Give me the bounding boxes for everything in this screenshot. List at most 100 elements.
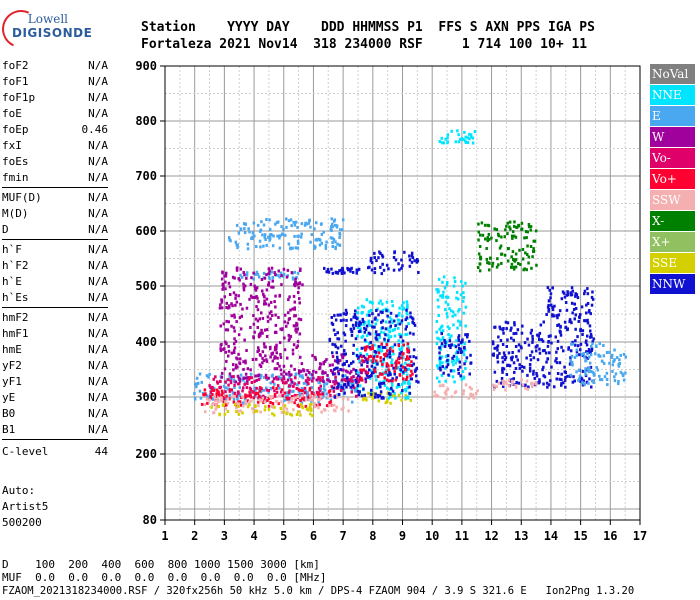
data-point-nnw xyxy=(543,375,547,379)
param-name: h`Es xyxy=(2,291,29,304)
data-point-nne xyxy=(376,318,379,322)
data-point-vo xyxy=(308,388,311,392)
data-point-e xyxy=(263,233,267,237)
data-point-x xyxy=(523,236,526,240)
param-row-he: h`E N/A xyxy=(2,274,108,290)
data-point-vo xyxy=(319,384,322,388)
data-point-vo xyxy=(344,378,347,382)
data-point-nnw xyxy=(373,256,376,260)
data-point-x xyxy=(531,255,534,259)
data-point-vo xyxy=(377,375,380,379)
data-point-nnw xyxy=(536,333,539,337)
data-point-nne xyxy=(446,325,450,329)
data-point-ssw xyxy=(514,385,518,389)
data-point-e xyxy=(252,221,256,225)
data-point-ssw xyxy=(280,400,283,404)
data-point-e xyxy=(309,377,312,381)
data-point-w xyxy=(262,359,266,363)
data-point-sse xyxy=(370,394,373,398)
data-point-e xyxy=(322,384,326,388)
data-point-vo xyxy=(321,392,324,396)
data-point-nnw xyxy=(561,290,565,294)
data-point-vo xyxy=(297,381,301,385)
data-point-e xyxy=(619,370,623,374)
data-point-e xyxy=(232,378,236,382)
data-point-vo xyxy=(227,378,230,382)
data-point-nnw xyxy=(385,309,388,313)
data-point-e xyxy=(590,370,593,373)
data-point-w xyxy=(225,301,228,305)
data-point-nnw xyxy=(380,272,383,276)
data-point-e xyxy=(264,238,267,241)
data-point-nnw xyxy=(334,318,338,322)
data-point-e xyxy=(298,393,301,397)
data-point-w xyxy=(279,327,282,331)
data-point-nnw xyxy=(541,349,545,353)
data-point-e xyxy=(312,391,315,395)
data-point-e xyxy=(280,225,283,229)
data-point-nne xyxy=(446,280,449,284)
data-point-nne xyxy=(446,315,449,319)
data-point-nnw xyxy=(491,353,495,357)
data-point-nne xyxy=(400,304,404,308)
data-point-e xyxy=(341,218,345,222)
data-point-w xyxy=(233,342,236,346)
data-point-e xyxy=(329,227,333,231)
data-point-w xyxy=(291,352,295,356)
data-point-nnw xyxy=(516,358,519,362)
data-point-vo xyxy=(366,371,370,375)
data-point-nnw xyxy=(381,262,384,266)
data-point-vo xyxy=(259,386,262,390)
data-point-nnw xyxy=(333,395,337,399)
x-tick-label: 15 xyxy=(573,529,587,543)
data-point-e xyxy=(289,218,293,222)
data-point-e xyxy=(306,394,309,397)
data-point-nnw xyxy=(546,286,550,290)
data-point-ssw xyxy=(318,398,321,402)
data-point-w xyxy=(264,354,267,358)
data-point-w xyxy=(276,356,279,360)
data-point-e xyxy=(351,400,354,404)
data-point-nne xyxy=(398,347,401,351)
data-point-sse xyxy=(400,398,403,402)
data-point-nne xyxy=(406,303,409,307)
data-point-w xyxy=(246,376,249,380)
data-point-vo xyxy=(215,392,218,396)
data-point-w xyxy=(224,271,228,275)
data-point-nnw xyxy=(579,342,583,346)
data-point-ssw xyxy=(226,401,230,405)
data-point-e xyxy=(611,363,615,367)
data-point-w xyxy=(267,283,270,287)
data-point-x xyxy=(506,232,509,236)
data-point-x xyxy=(513,259,517,263)
data-point-e xyxy=(590,344,593,348)
data-point-ssw xyxy=(241,395,244,399)
data-point-nnw xyxy=(590,385,593,389)
data-point-e xyxy=(352,382,355,386)
data-point-e xyxy=(239,228,243,232)
data-point-vo xyxy=(321,376,324,379)
data-point-w xyxy=(237,352,240,356)
data-point-vo xyxy=(357,380,361,384)
data-point-w xyxy=(273,300,276,304)
data-point-vo xyxy=(315,390,319,394)
data-point-ssw xyxy=(244,402,247,406)
data-point-nne xyxy=(435,376,439,380)
data-point-nnw xyxy=(402,370,405,374)
data-point-nne xyxy=(370,300,373,304)
data-point-nnw xyxy=(412,348,416,352)
data-point-nne xyxy=(367,322,370,326)
data-point-e xyxy=(278,386,281,390)
data-point-nnw xyxy=(446,354,450,358)
data-point-ssw xyxy=(257,404,260,408)
data-point-e xyxy=(344,374,347,378)
data-point-nnw xyxy=(341,363,345,367)
data-point-nnw xyxy=(449,346,452,349)
data-point-x xyxy=(478,245,482,248)
data-point-w xyxy=(276,377,280,381)
data-point-e xyxy=(265,386,268,390)
data-point-nne xyxy=(400,391,403,395)
data-point-w xyxy=(242,282,245,286)
data-point-nnw xyxy=(389,373,392,377)
data-point-e xyxy=(292,220,295,224)
